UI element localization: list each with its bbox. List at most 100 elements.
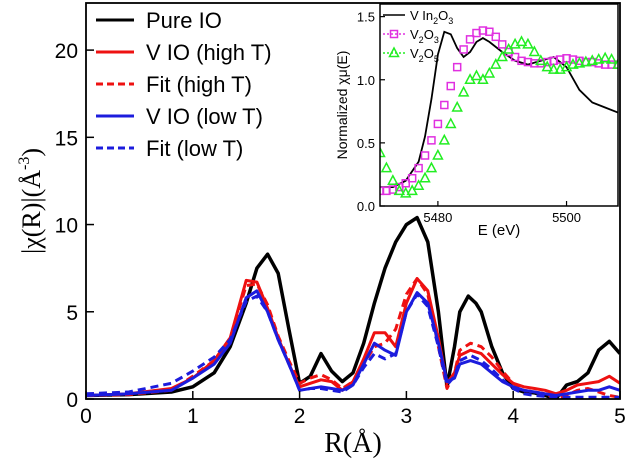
inset-series-v2o5-2: [380, 35, 618, 198]
series-line-fit-low-t: [86, 292, 620, 399]
series-line-v-io-high-t: [86, 277, 620, 397]
inset-point-triangle: [380, 146, 386, 158]
inset-y-tick-label: 1.5: [357, 10, 375, 25]
inset-point-triangle: [605, 52, 618, 64]
inset-point-triangle: [393, 184, 406, 196]
inset-point-triangle: [432, 148, 444, 160]
inset-point-triangle: [406, 184, 418, 196]
main-plot: 0 1 2 3 4 5 0 5 10 15 20 R(Å) |χ(R)|(Å-3) Pure IO V…: [16, 2, 626, 459]
x-tick-label: 1: [187, 405, 199, 428]
inset-series-layer: [380, 26, 618, 198]
main-y-axis-label-exp: -3: [16, 157, 33, 170]
y-tick-label: 15: [55, 127, 78, 150]
inset-background: [365, 4, 618, 206]
inset-point-triangle: [535, 54, 547, 66]
main-y-axis-label-close: ): [17, 148, 46, 157]
inset-point-square: [491, 32, 501, 42]
inset-point-triangle: [380, 161, 393, 173]
inset-point-square: [427, 136, 436, 145]
series-line-pure-io: [86, 215, 620, 399]
inset-point-triangle: [451, 100, 463, 112]
inset-point-triangle: [445, 117, 457, 129]
inset-point-square: [440, 100, 449, 110]
inset-point-square: [497, 40, 507, 49]
inset-point-triangle: [586, 54, 599, 66]
main-series-layer: [86, 215, 620, 399]
inset-point-square: [420, 151, 430, 160]
inset-point-square: [407, 173, 417, 183]
inset-point-triangle: [438, 133, 451, 145]
main-plot-frame: [85, 2, 621, 400]
inset-point-triangle: [483, 66, 496, 78]
inset-point-square: [446, 81, 456, 91]
inset-point-triangle: [541, 60, 553, 72]
main-legend: Pure IO V IO (high T) Fit (high T) V IO (lo…: [96, 8, 272, 161]
y-tick-label: 10: [55, 215, 78, 238]
x-tick-label: 0: [80, 405, 92, 428]
inset-point-triangle: [425, 161, 438, 173]
main-ticks-layer: 0 1 2 3 4 5 0 5 10 15 20: [55, 40, 626, 428]
inset-y-axis-label: Normalized χμ(E): [334, 51, 350, 160]
inset-plot-frame: [379, 3, 619, 207]
x-tick-label: 5: [614, 405, 626, 428]
legend-label-v-io-low-t: V IO (low T): [146, 104, 263, 129]
main-y-axis-label-text: |χ(R)|(Å: [17, 170, 46, 254]
inset-point-square: [414, 163, 423, 173]
y-tick-label: 0: [66, 389, 78, 412]
y-tick-label: 5: [66, 302, 78, 325]
inset-point-triangle: [580, 55, 592, 67]
inset-point-triangle: [490, 57, 502, 69]
inset-point-triangle: [496, 50, 508, 62]
inset-y-tick-label: 0.5: [357, 136, 375, 151]
x-tick-label: 2: [294, 405, 306, 428]
inset-ticks-layer: 5480 5500 0.0 0.5 1.0 1.5: [357, 10, 581, 225]
inset-legend-label-0: V In2O3: [410, 8, 453, 26]
x-tick-label: 4: [507, 405, 519, 428]
inset-x-axis-label: E (eV): [478, 222, 521, 239]
inset-point-triangle: [419, 171, 431, 183]
inset-legend-marker: [388, 46, 400, 58]
inset-point-square: [459, 45, 468, 54]
inset-point-square: [613, 60, 618, 69]
inset-series-line-v-in2o3-0: [380, 30, 618, 188]
inset-point-triangle: [502, 42, 515, 54]
inset-point-triangle: [547, 63, 560, 74]
inset-y-tick-label: 1.0: [357, 73, 375, 88]
inset-point-triangle: [412, 179, 425, 191]
inset-point-triangle: [573, 56, 586, 68]
inset-point-triangle: [528, 45, 541, 57]
inset-point-triangle: [592, 52, 605, 64]
y-tick-label: 20: [55, 40, 78, 63]
inset-point-square: [465, 35, 475, 44]
inset-legend-label-1: V2O3: [410, 27, 439, 45]
inset-legend-label-2: V2O5: [410, 46, 439, 64]
inset-point-triangle: [599, 51, 611, 63]
inset-point-triangle: [612, 57, 618, 69]
inset-point-triangle: [470, 69, 483, 81]
inset-x-tick-label: 5480: [423, 210, 452, 225]
main-y-axis-label: |χ(R)|(Å-3): [16, 148, 46, 254]
inset-point-triangle: [477, 73, 489, 84]
series-line-v-io-low-t: [86, 289, 620, 397]
inset-point-triangle: [522, 37, 534, 49]
inset-y-tick-label: 0.0: [357, 199, 375, 214]
legend-label-fit-low-t: Fit (low T): [146, 136, 243, 161]
svg-text:|χ(R)|(Å-3): |χ(R)|(Å-3): [16, 148, 46, 254]
inset-point-triangle: [515, 35, 528, 47]
inset-point-square: [485, 27, 494, 37]
inset-point-square: [433, 119, 443, 129]
series-line-fit-high-t: [86, 277, 620, 399]
x-tick-label: 3: [401, 405, 413, 428]
inset-plot: 5480 5500 0.0 0.5 1.0 1.5 E (eV) Normalized χ…: [334, 3, 619, 239]
main-x-axis-label: R(Å): [324, 428, 382, 459]
inset-point-triangle: [457, 85, 470, 97]
inset-point-triangle: [387, 174, 399, 185]
legend-label-v-io-high-t: V IO (high T): [146, 40, 272, 65]
inset-point-triangle: [567, 57, 579, 69]
inset-legend-marker: [389, 29, 399, 39]
legend-label-pure-io: Pure IO: [146, 8, 222, 33]
legend-label-fit-high-t: Fit (high T): [146, 72, 252, 97]
inset-x-tick-label: 5500: [552, 210, 581, 225]
